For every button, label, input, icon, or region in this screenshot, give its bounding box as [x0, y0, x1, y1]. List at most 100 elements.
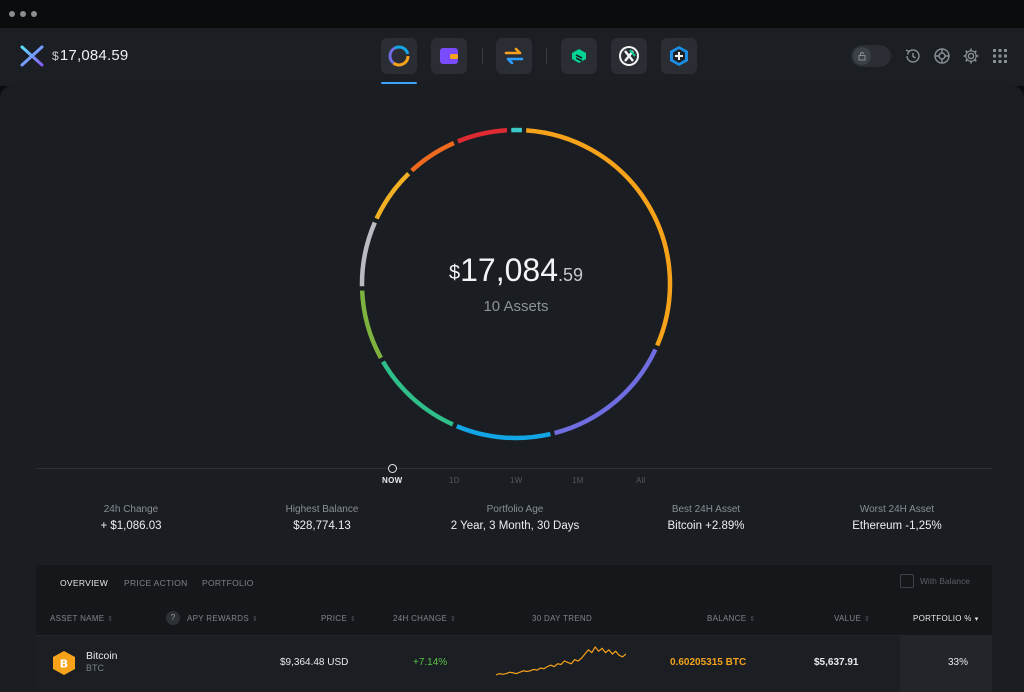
stat-label: Highest Balance	[285, 504, 359, 515]
column-value[interactable]: VALUE ⇕	[834, 614, 870, 623]
with-balance-checkbox[interactable]	[899, 574, 914, 588]
column-label: 30 DAY TREND	[532, 614, 593, 623]
svg-text:B: B	[60, 658, 68, 671]
donut-segment[interactable]	[410, 141, 455, 173]
column-label: PRICE	[321, 614, 347, 623]
timeline-1w[interactable]: 1W	[510, 476, 523, 485]
donut-segment[interactable]	[553, 348, 658, 436]
apy-help-icon[interactable]: ?	[166, 611, 180, 625]
stat-label: 24h Change	[103, 504, 159, 515]
column-label: PORTFOLIO %	[913, 614, 972, 623]
sparkline-path	[496, 645, 626, 676]
asset-value: $5,637.91	[814, 657, 859, 668]
sort-desc-icon: ▾	[974, 616, 979, 623]
column-label: APY REWARDS	[187, 614, 249, 623]
asset-price: $9,364.48 USD	[280, 657, 349, 668]
tab-overview[interactable]: OVERVIEW	[60, 578, 109, 588]
asset-name: Bitcoin	[86, 650, 118, 662]
donut-segment[interactable]	[359, 290, 383, 359]
exodus-logo-icon	[20, 45, 44, 67]
column-24h-change[interactable]: 24H CHANGE ⇕	[393, 614, 456, 623]
tab-price-action[interactable]: PRICE ACTION	[124, 578, 188, 588]
compound-logo-icon	[572, 49, 586, 63]
hexagon-plus-icon	[670, 46, 688, 66]
asset-table: OVERVIEW PRICE ACTION PORTFOLIO With Bal…	[36, 565, 992, 692]
timeline-1m[interactable]: 1M	[572, 476, 584, 485]
add-app-button[interactable]	[661, 38, 697, 74]
timeline-1d[interactable]: 1D	[449, 476, 460, 485]
window-titlebar	[0, 0, 1024, 28]
timeline-knob[interactable]	[388, 464, 397, 473]
assets-count: 10 Assets	[483, 298, 549, 315]
with-balance-label: With Balance	[919, 576, 970, 586]
column-price[interactable]: PRICE ⇕	[321, 614, 356, 623]
header-balance-value: 17,084.59	[59, 47, 129, 64]
column-label: 24H CHANGE	[393, 614, 448, 623]
stat-24h-change: 24h Change + $1,086.03	[41, 504, 221, 532]
sort-icon: ⇕	[450, 616, 457, 623]
asset-24h-change: +7.14%	[413, 657, 448, 668]
column-balance[interactable]: BALANCE ⇕	[707, 614, 756, 623]
stat-label: Portfolio Age	[486, 504, 544, 515]
window-dot-icon[interactable]	[31, 11, 37, 17]
sort-icon: ⇕	[749, 616, 756, 623]
window-dot-icon[interactable]	[9, 11, 15, 17]
table-header-divider	[36, 635, 992, 636]
sort-icon: ⇕	[864, 616, 871, 623]
total-integer: 17,084	[460, 252, 558, 288]
asset-balance: 0.60205315 BTC	[670, 657, 747, 668]
settings-gear-icon[interactable]	[961, 46, 981, 66]
portfolio-app-button[interactable]	[381, 38, 417, 84]
x-badge-icon	[619, 46, 639, 66]
donut-chart-icon	[388, 45, 410, 67]
donut-segment[interactable]	[374, 171, 411, 220]
header-divider	[482, 48, 483, 64]
donut-segment[interactable]	[526, 128, 673, 347]
asset-portfolio-percent: 33%	[948, 657, 969, 668]
history-icon[interactable]	[903, 46, 923, 66]
total-currency-symbol: $	[448, 262, 461, 284]
apps-grid-icon[interactable]	[990, 46, 1010, 66]
portfolio-panel: $17,084.59 10 Assets NOW 1D 1W 1M All 24…	[0, 86, 1024, 692]
stat-value: $28,774.13	[293, 520, 351, 532]
wallet-icon	[440, 48, 458, 64]
column-apy-rewards[interactable]: APY REWARDS ⇕	[187, 614, 258, 623]
stat-highest-balance: Highest Balance $28,774.13	[232, 504, 412, 532]
header-currency-symbol: $	[52, 49, 59, 63]
stat-value: Bitcoin +2.89%	[667, 520, 745, 532]
wallet-app-button[interactable]	[431, 38, 467, 74]
with-balance-filter[interactable]: With Balance	[899, 574, 970, 588]
timeline-now[interactable]: NOW	[382, 476, 403, 485]
stat-portfolio-age: Portfolio Age 2 Year, 3 Month, 30 Days	[425, 504, 605, 532]
window-dot-icon[interactable]	[20, 11, 26, 17]
compound-app-button[interactable]	[561, 38, 597, 74]
timeline-track[interactable]	[36, 468, 992, 469]
donut-segment[interactable]	[359, 221, 377, 287]
tab-portfolio[interactable]: PORTFOLIO	[202, 578, 254, 588]
stat-value: + $1,086.03	[100, 520, 162, 532]
total-decimal: .59	[557, 265, 584, 285]
donut-segment[interactable]	[455, 424, 551, 441]
donut-segment[interactable]	[457, 128, 508, 144]
column-30-day-trend: 30 DAY TREND	[532, 614, 592, 623]
column-asset-name[interactable]: ASSET NAME ⇕	[50, 614, 114, 623]
xyo-app-button[interactable]	[611, 38, 647, 74]
timeline-all[interactable]: All	[636, 476, 646, 485]
app-header: $17,084.59	[0, 28, 1024, 86]
stat-value: 2 Year, 3 Month, 30 Days	[450, 520, 580, 532]
exchange-app-button[interactable]	[496, 38, 532, 74]
sort-icon: ⇕	[349, 616, 357, 623]
column-portfolio-percent[interactable]: PORTFOLIO % ▾	[913, 614, 979, 623]
column-label: ASSET NAME	[50, 614, 105, 623]
lock-toggle[interactable]	[851, 45, 891, 67]
donut-segment[interactable]	[381, 360, 454, 427]
portfolio-donut-chart[interactable]	[356, 124, 676, 444]
header-balance: $17,084.59	[52, 47, 128, 64]
sort-icon: ⇕	[251, 616, 259, 623]
portfolio-column-highlight	[900, 636, 992, 692]
swap-arrows-icon	[504, 47, 524, 65]
table-row[interactable]: B Bitcoin BTC $9,364.48 USD +7.14% 0.602…	[36, 636, 992, 692]
sort-icon: ⇕	[107, 616, 114, 623]
stat-worst-asset: Worst 24H Asset Ethereum -1,25%	[807, 504, 987, 532]
support-lifebuoy-icon[interactable]	[932, 46, 952, 66]
